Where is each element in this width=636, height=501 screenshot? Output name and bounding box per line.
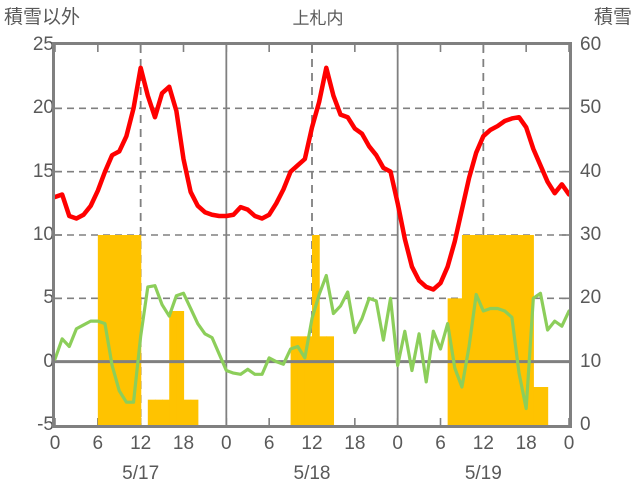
bar-積雪 [162,399,170,425]
y-axis-left-tick: 5 [43,287,54,309]
x-axis-tick: 0 [392,433,403,454]
bar-積雪 [519,235,527,425]
x-axis-tick: 6 [263,433,275,454]
x-axis-day-label: 5/17 [122,463,160,484]
x-axis-tick: 12 [130,433,152,454]
chart-canvas [55,45,569,425]
y-axis-left-tick: 15 [32,160,54,182]
x-axis-tick: 6 [92,433,104,454]
series-line-気温 [55,65,569,292]
bar-積雪 [176,311,185,425]
bar-積雪 [169,311,177,425]
y-axis-right-tick: 60 [580,34,602,55]
bar-積雪 [183,399,192,425]
y-axis-right-tick: 0 [580,414,591,435]
y-axis-left-tick: 10 [32,224,54,245]
x-axis-day-label: 5/19 [464,463,502,484]
x-axis-tick: 0 [221,433,232,454]
bar-積雪 [290,336,299,425]
bar-積雪 [504,235,513,425]
bar-積雪 [533,387,542,425]
bar-積雪 [297,336,306,425]
y-axis-left-tick: 20 [32,97,54,119]
x-axis-tick: 18 [344,433,366,454]
bar-積雪 [461,235,470,425]
y-axis-right-tick: 20 [580,287,602,309]
bar-積雪 [112,235,120,425]
chart-plot-area [52,42,572,428]
bar-積雪 [312,235,320,425]
chart-svg [55,45,569,425]
bar-積雪 [154,399,163,425]
x-axis-tick: 6 [435,433,446,454]
y-axis-right-tick: 40 [580,160,602,182]
bar-積雪 [119,235,127,425]
x-axis-tick: 12 [301,433,323,454]
bar-積雪 [540,387,549,425]
bar-積雪 [326,336,335,425]
bar-積雪 [476,235,484,425]
bar-積雪 [490,235,499,425]
y-axis-left-tick: 0 [43,350,54,372]
y-axis-right-tick: 30 [580,224,602,245]
x-axis-tick: 0 [563,433,575,454]
y-axis-left-tick: 25 [32,34,54,55]
bar-積雪 [104,235,113,425]
x-axis-tick: 18 [172,433,195,454]
bar-積雪 [133,235,142,425]
bar-積雪 [497,235,506,425]
page-title: 上札内 [292,9,344,28]
bar-積雪 [483,235,492,425]
bar-積雪 [147,399,156,425]
y-axis-left-tick: -5 [37,414,54,435]
x-axis-tick: 12 [472,433,494,454]
bar-積雪 [126,235,135,425]
series-line-補助観測値 [55,273,569,411]
bar-積雪 [190,399,199,425]
left-axis-unit-label: 積雪以外 [4,7,81,28]
right-axis-unit-label: 積雪 [593,7,632,28]
bar-積雪 [97,235,106,425]
y-axis-right-tick: 10 [580,350,602,372]
y-axis-right-tick: 50 [580,97,602,119]
bar-積雪 [304,336,313,425]
x-axis-tick: 18 [515,433,537,454]
x-axis-tick: 0 [49,433,61,454]
bar-積雪 [511,235,520,425]
bar-積雪 [319,336,327,425]
x-axis-day-label: 5/18 [293,463,331,484]
